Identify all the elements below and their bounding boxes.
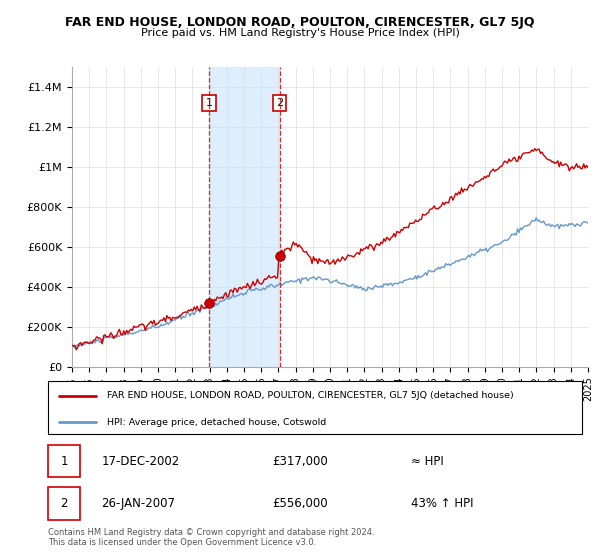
Text: 1: 1 [60,455,68,468]
Text: Contains HM Land Registry data © Crown copyright and database right 2024.
This d: Contains HM Land Registry data © Crown c… [48,528,374,547]
FancyBboxPatch shape [48,381,582,434]
Text: Price paid vs. HM Land Registry's House Price Index (HPI): Price paid vs. HM Land Registry's House … [140,28,460,38]
Text: FAR END HOUSE, LONDON ROAD, POULTON, CIRENCESTER, GL7 5JQ (detached house): FAR END HOUSE, LONDON ROAD, POULTON, CIR… [107,391,514,400]
FancyBboxPatch shape [48,445,80,477]
Bar [209,67,280,367]
Text: FAR END HOUSE, LONDON ROAD, POULTON, CIRENCESTER, GL7 5JQ: FAR END HOUSE, LONDON ROAD, POULTON, CIR… [65,16,535,29]
Text: £317,000: £317,000 [272,455,328,468]
Text: £556,000: £556,000 [272,497,328,510]
Text: HPI: Average price, detached house, Cotswold: HPI: Average price, detached house, Cots… [107,418,326,427]
FancyBboxPatch shape [48,487,80,520]
Text: 2: 2 [60,497,68,510]
Text: 2: 2 [276,98,283,108]
Text: 43% ↑ HPI: 43% ↑ HPI [411,497,473,510]
Text: 17-DEC-2002: 17-DEC-2002 [101,455,179,468]
Text: 1: 1 [205,98,212,108]
Text: ≈ HPI: ≈ HPI [411,455,444,468]
Text: 26-JAN-2007: 26-JAN-2007 [101,497,175,510]
